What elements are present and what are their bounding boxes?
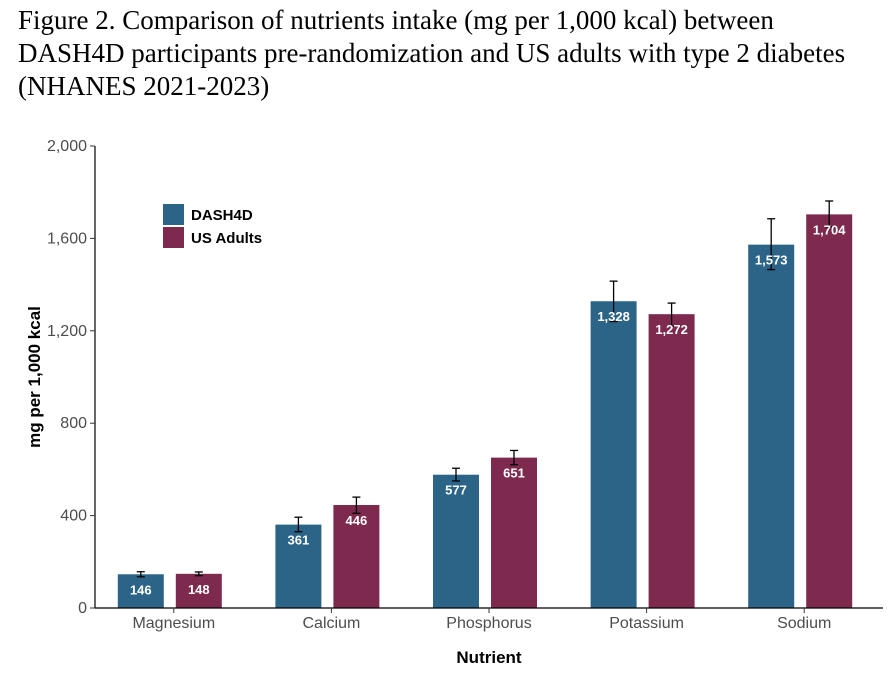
bar-dash4d-magnesium — [117, 574, 164, 608]
legend-swatch — [163, 204, 184, 225]
legend-swatch — [163, 227, 184, 248]
bar-dash4d-phosphorus — [433, 474, 479, 608]
legend-label: US Adults — [191, 230, 262, 247]
legend-label: DASH4D — [191, 207, 253, 224]
data-label: 1,704 — [813, 222, 846, 237]
data-label: 1,272 — [655, 322, 688, 337]
x-tick-label: Phosphorus — [446, 615, 531, 632]
labels-layer: 146 148 361 446 577 651 1,328 1,272 1,573 1,704 — [130, 200, 846, 597]
x-tick-label: Potassium — [609, 615, 684, 632]
y-tick-label: 1,200 — [47, 323, 87, 340]
bar-dash4d-calcium — [275, 524, 322, 608]
x-axis-title: Nutrient — [456, 648, 522, 667]
data-label: 148 — [188, 582, 210, 597]
x-tick-label: Sodium — [777, 615, 831, 632]
bar-us-adults-potassium — [648, 314, 695, 608]
x-tick-label: Magnesium — [132, 615, 215, 632]
data-label: 577 — [445, 483, 467, 498]
data-label: 1,573 — [755, 253, 788, 268]
bar-us-adults-sodium — [806, 214, 853, 608]
legend: DASH4D US Adults — [163, 204, 262, 248]
x-tick-label: Calcium — [303, 615, 361, 632]
bar-us-adults-magnesium — [175, 573, 222, 608]
bar-dash4d-potassium — [590, 301, 637, 608]
y-tick-label: 0 — [78, 600, 87, 617]
bar-dash4d-sodium — [748, 244, 795, 608]
bars-layer — [117, 214, 853, 608]
y-tick-label: 1,600 — [47, 230, 87, 247]
bar-us-adults-calcium — [333, 504, 380, 608]
data-label: 651 — [503, 466, 525, 481]
figure-caption: Figure 2. Comparison of nutrients intake… — [18, 5, 846, 101]
data-label: 361 — [288, 533, 310, 548]
y-tick-label: 800 — [60, 415, 87, 432]
y-tick-label: 400 — [60, 508, 87, 525]
bar-us-adults-phosphorus — [491, 457, 537, 608]
data-label: 446 — [346, 513, 368, 528]
y-tick-label: 2,000 — [47, 138, 87, 155]
data-label: 1,328 — [597, 309, 630, 324]
y-axis-title: mg per 1,000 kcal — [25, 306, 44, 448]
axes-layer: 0 400 800 1,200 1,600 2,000 Magnesium Calcium Ph… — [47, 138, 883, 632]
data-label: 146 — [130, 582, 152, 597]
